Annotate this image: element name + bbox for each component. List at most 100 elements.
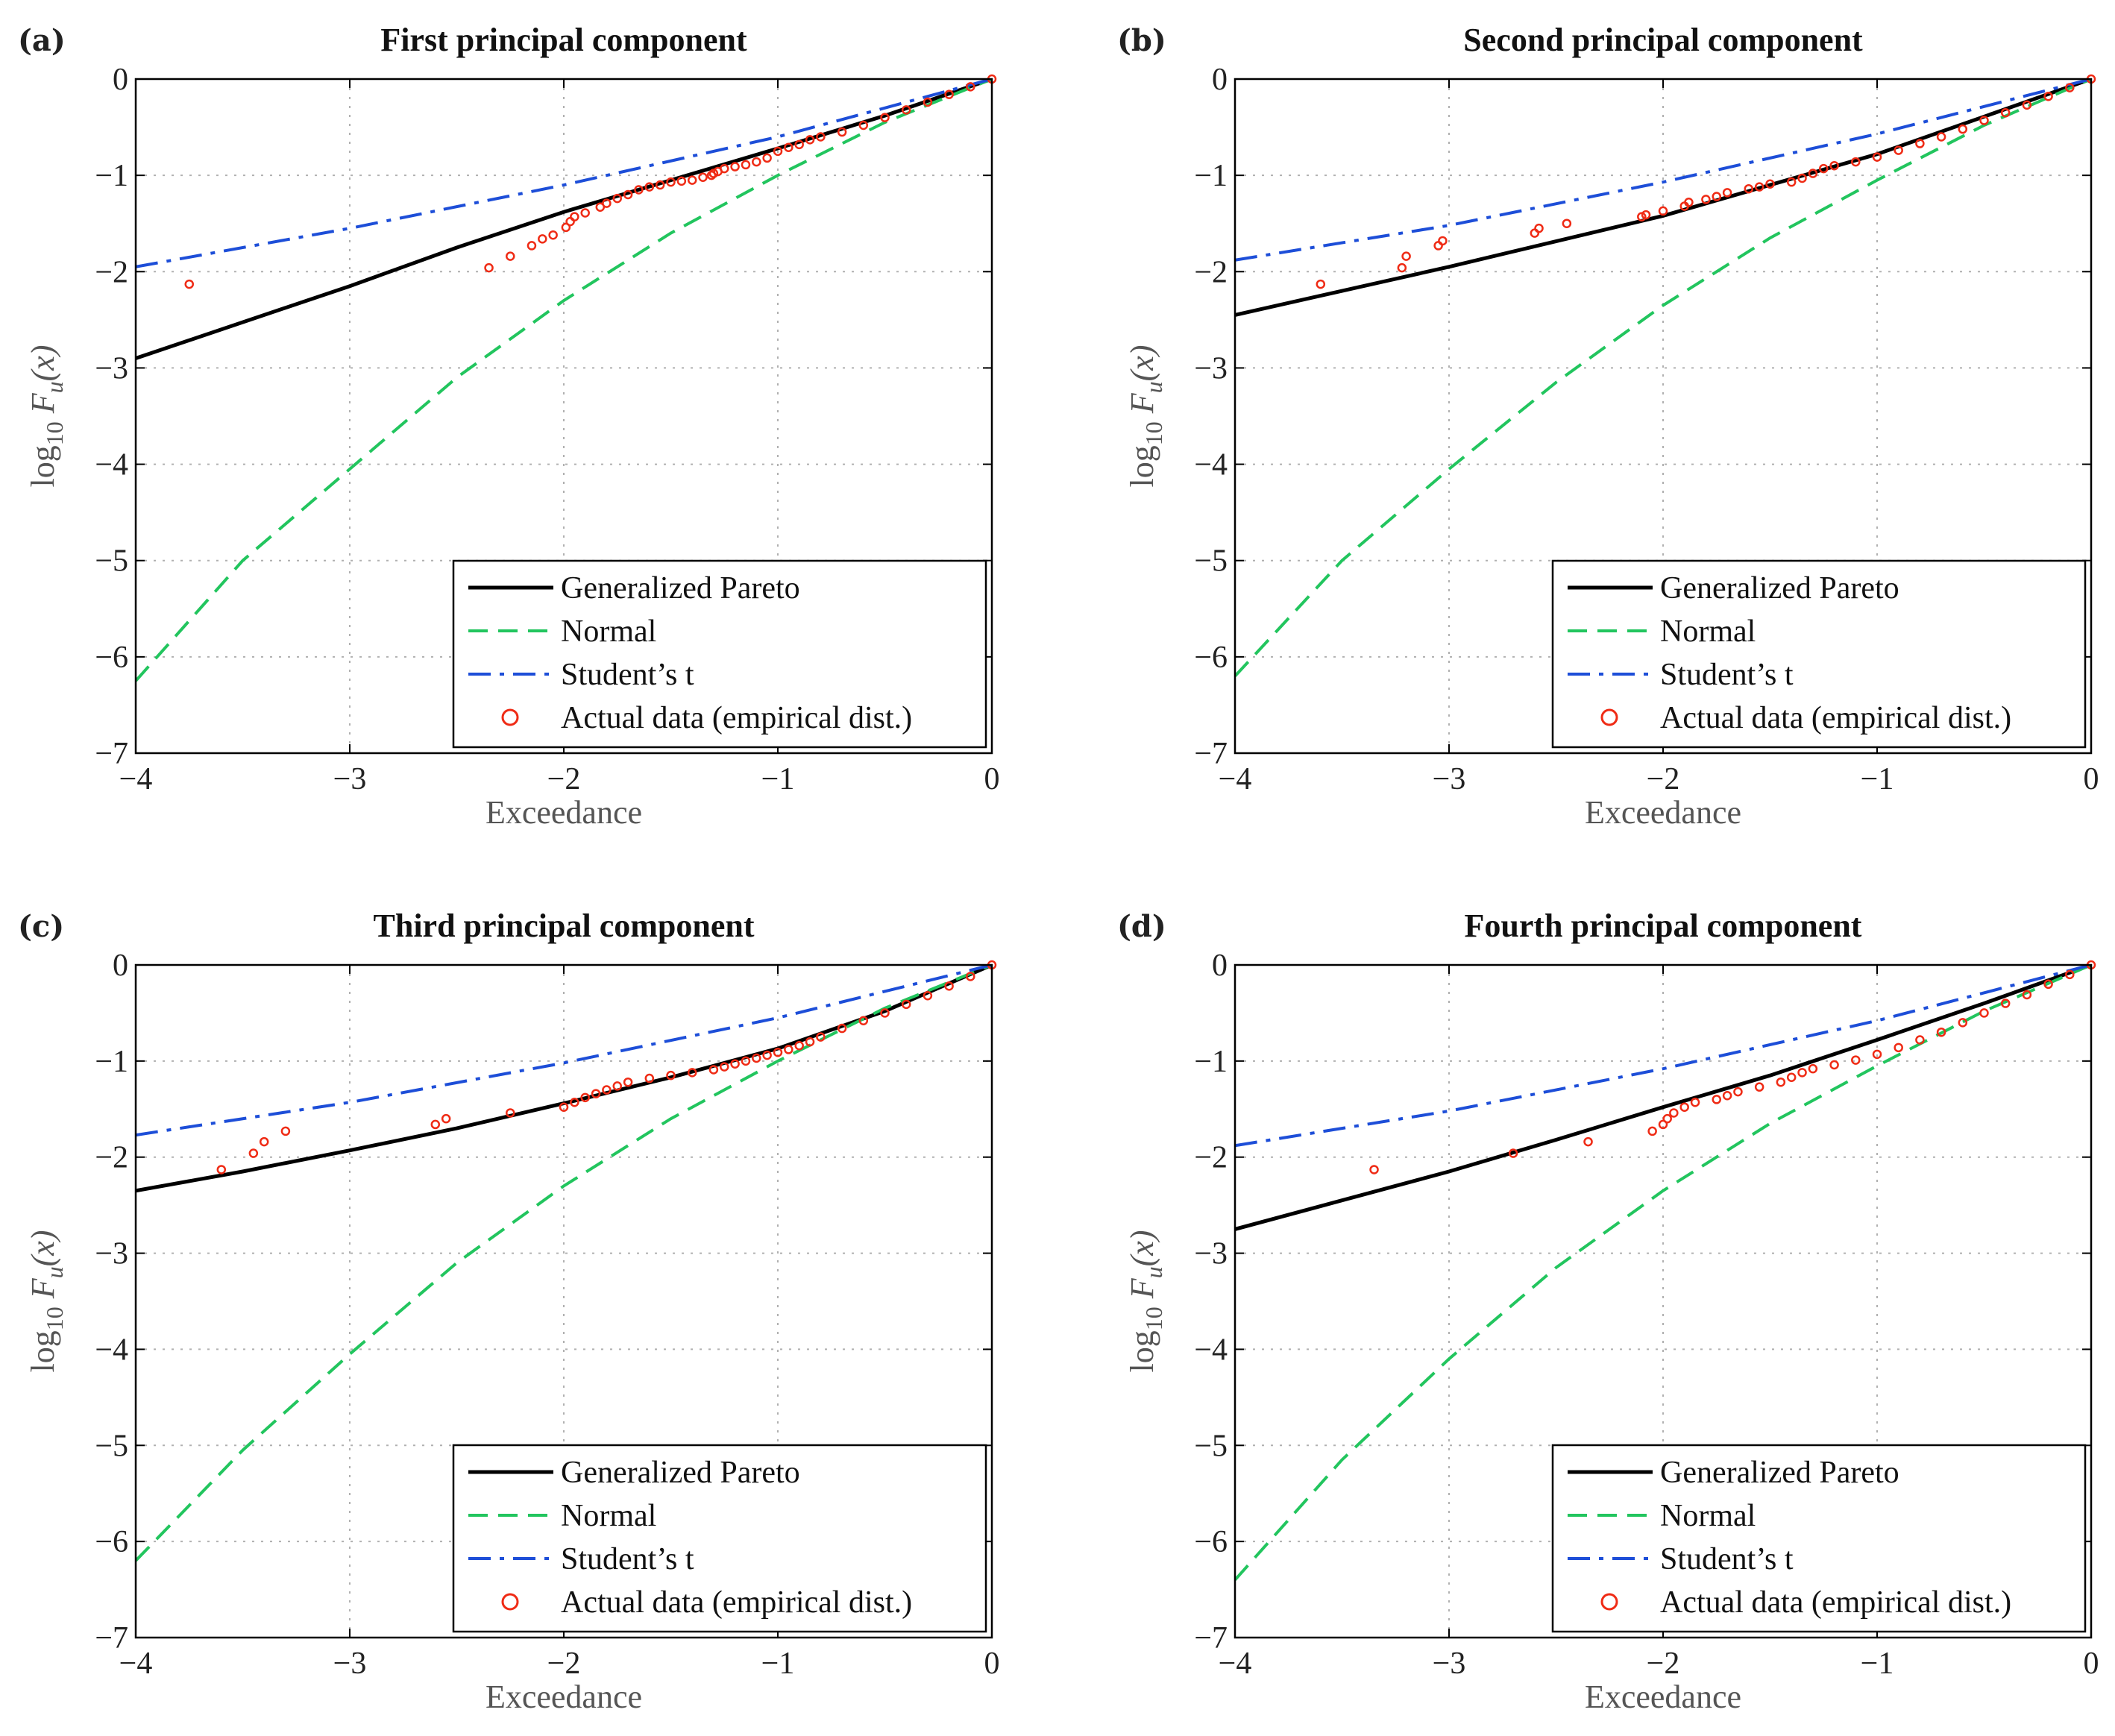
series-line-solid [136,79,992,360]
y-tick-label: −7 [1194,737,1228,771]
x-tick-label: −3 [1433,762,1466,796]
data-point [280,1126,291,1136]
legend-marker [1600,708,1618,726]
data-point [1712,1095,1721,1104]
y-axis-label-part: (x) [1124,1230,1160,1267]
data-point [1438,236,1448,246]
data-point [506,1108,515,1118]
data-point [1562,218,1572,228]
series-line-dashdot [1235,79,2091,262]
data-point [1733,1086,1743,1097]
y-axis-label-part: 10 [41,1306,68,1330]
data-point [1722,188,1732,198]
data-point [1744,183,1754,194]
data-point [580,208,590,218]
y-axis-label: log10 Fu(x) [25,345,68,488]
y-axis-label-part: (x) [25,1230,61,1267]
data-point [762,153,772,163]
data-point [1658,1119,1668,1130]
y-axis-label-part: F [25,1277,61,1306]
data-point [944,89,954,99]
data-point [565,216,575,227]
y-tick-label: −6 [95,1525,128,1559]
data-point [1641,210,1651,220]
data-point [1915,1035,1925,1045]
y-axis-label-part: F [1124,392,1160,421]
data-point [687,1068,697,1078]
y-tick-label: 0 [113,949,128,983]
legend-item: Normal [1568,614,1756,649]
legend-label: Actual data (empirical dist.) [1660,1585,2011,1620]
y-tick-label: −7 [1194,1621,1228,1655]
chart-title: Third principal component [374,908,755,944]
data-point [1722,1090,1732,1101]
data-point [1808,1063,1818,1074]
data-point [880,1008,890,1018]
y-tick-label: −4 [95,448,128,482]
data-point [561,222,571,233]
data-point [612,1081,622,1091]
data-point [1829,1060,1839,1070]
y-tick-label: −5 [1194,1429,1228,1463]
y-tick-label: −2 [95,255,128,289]
data-point [923,97,933,107]
data-point [2022,100,2032,110]
data-point [708,1065,719,1075]
data-point [548,230,558,240]
data-point [720,163,729,174]
series-line-solid [136,965,992,1193]
data-point [1397,262,1407,273]
data-point [2065,969,2075,980]
y-tick-label: −5 [95,1429,128,1463]
x-axis-label: Exceedance [485,794,642,831]
legend-item: Normal [468,614,656,649]
legend-box [1551,1444,2087,1633]
y-axis-label-part: log [25,1330,61,1372]
data-point [1690,1098,1700,1107]
data-point [184,279,194,289]
data-point [484,262,494,273]
y-tick-label: −2 [1194,1141,1228,1175]
legend-label: Student’s t [1660,1542,1794,1576]
x-tick-label: −1 [761,762,795,796]
data-point [1701,195,1711,204]
data-point [816,132,826,142]
data-point [1684,198,1694,207]
legend-label: Generalized Pareto [561,1456,800,1490]
x-tick-label: −4 [119,1647,153,1681]
legend-item: Generalized Pareto [468,1456,800,1490]
data-point [1401,251,1411,261]
legend-label: Normal [561,1499,656,1533]
data-point [816,1032,826,1042]
legend-label: Actual data (empirical dist.) [1660,701,2011,735]
x-tick-label: −4 [119,762,153,796]
data-point [1530,228,1540,238]
data-point [1669,1108,1679,1118]
data-point [1433,241,1443,251]
x-tick-label: −1 [1861,762,1894,796]
data-point [506,251,515,261]
data-point [1872,152,1882,162]
data-point [602,198,612,208]
data-point [559,1102,569,1112]
legend-marker [501,1593,519,1611]
y-axis-label-part: 10 [41,421,68,445]
data-point [666,1070,676,1081]
data-point [623,189,633,200]
y-axis-label: log10 Fu(x) [1124,1230,1167,1373]
data-point [784,1045,793,1054]
data-point [644,1073,655,1084]
y-tick-label: −5 [1194,544,1228,579]
legend-label: Student’s t [561,658,694,692]
data-point [1979,116,1989,125]
data-point [1534,223,1544,233]
y-tick-label: −7 [95,1621,128,1655]
y-tick-label: 0 [113,63,128,97]
data-point [794,139,804,150]
y-axis-label: log10 Fu(x) [1124,345,1167,488]
data-point [901,105,911,115]
data-point [2065,83,2075,92]
x-tick-label: 0 [2084,762,2099,796]
y-tick-label: −3 [95,1237,128,1271]
legend-marker [1600,1593,1618,1611]
